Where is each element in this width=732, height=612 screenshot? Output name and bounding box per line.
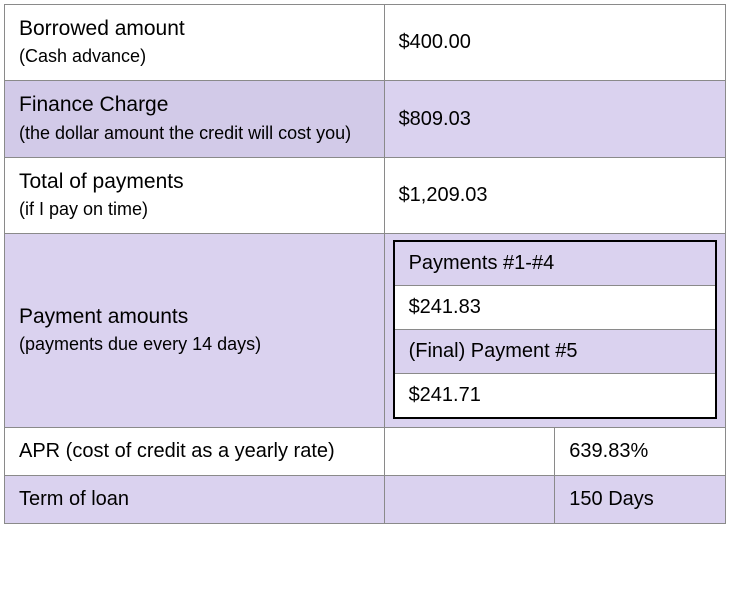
borrowed-label-main: Borrowed amount [19, 17, 185, 40]
finance-charge-label-main: Finance Charge [19, 93, 168, 116]
schedule-label-0: Payments #1-#4 [394, 241, 716, 286]
row-finance-charge: Finance Charge (the dollar amount the cr… [5, 81, 726, 157]
payment-amounts-label-main: Payment amounts [19, 305, 188, 328]
apr-value: 639.83% [555, 428, 726, 476]
payment-amounts-label-cell: Payment amounts (payments due every 14 d… [5, 234, 385, 428]
finance-charge-value: $809.03 [384, 81, 725, 157]
borrowed-label-sub: (Cash advance) [19, 46, 146, 66]
term-label: Term of loan [5, 476, 385, 524]
payment-schedule-table: Payments #1-#4 $241.83 (Final) Payment #… [393, 240, 717, 419]
total-payments-value: $1,209.03 [384, 157, 725, 233]
term-spacer [384, 476, 555, 524]
finance-charge-label-cell: Finance Charge (the dollar amount the cr… [5, 81, 385, 157]
borrowed-value: $400.00 [384, 5, 725, 81]
row-payment-amounts: Payment amounts (payments due every 14 d… [5, 234, 726, 428]
payment-amounts-label-sub: (payments due every 14 days) [19, 334, 261, 354]
row-total-payments: Total of payments (if I pay on time) $1,… [5, 157, 726, 233]
term-value: 150 Days [555, 476, 726, 524]
schedule-amount-1: $241.71 [394, 374, 716, 419]
loan-disclosure-table: Borrowed amount (Cash advance) $400.00 F… [4, 4, 726, 524]
finance-charge-label-sub: (the dollar amount the credit will cost … [19, 123, 351, 143]
payment-schedule-cell: Payments #1-#4 $241.83 (Final) Payment #… [384, 234, 725, 428]
total-payments-label-sub: (if I pay on time) [19, 199, 148, 219]
row-borrowed: Borrowed amount (Cash advance) $400.00 [5, 5, 726, 81]
schedule-amount-0: $241.83 [394, 286, 716, 330]
row-term: Term of loan 150 Days [5, 476, 726, 524]
apr-spacer [384, 428, 555, 476]
schedule-label-1: (Final) Payment #5 [394, 330, 716, 374]
total-payments-label-cell: Total of payments (if I pay on time) [5, 157, 385, 233]
borrowed-label-cell: Borrowed amount (Cash advance) [5, 5, 385, 81]
row-apr: APR (cost of credit as a yearly rate) 63… [5, 428, 726, 476]
total-payments-label-main: Total of payments [19, 170, 184, 193]
apr-label: APR (cost of credit as a yearly rate) [5, 428, 385, 476]
